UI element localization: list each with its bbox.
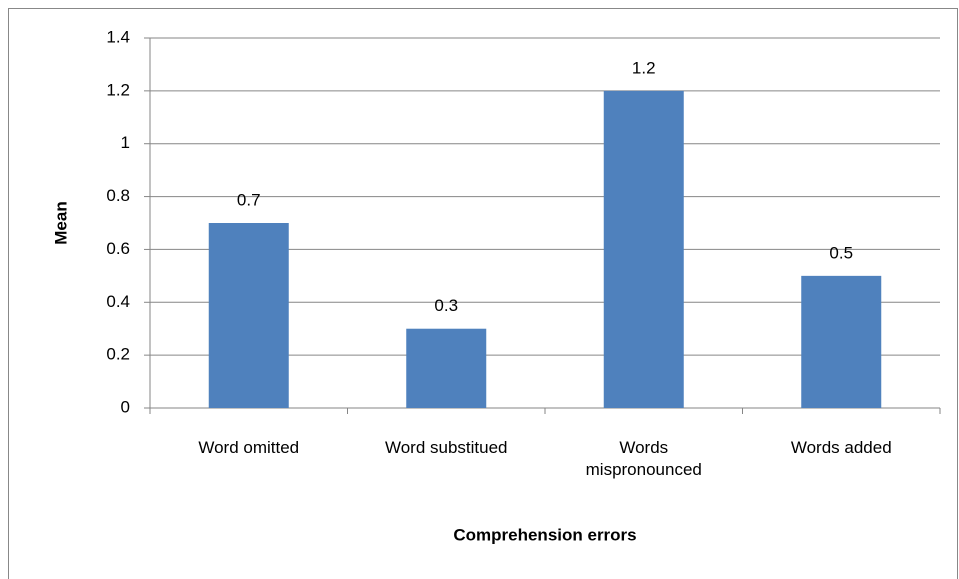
x-tick-label: Word omitted (198, 438, 300, 457)
y-tick-label: 0.6 (106, 239, 130, 258)
data-label: 0.5 (829, 243, 853, 262)
data-label: 0.7 (237, 190, 261, 209)
x-tick-label: Words added (790, 438, 892, 457)
x-tick-label: Word substitued (384, 438, 508, 457)
bar (801, 275, 882, 408)
y-tick-label: 0.8 (106, 186, 130, 205)
data-label: 1.2 (632, 58, 656, 77)
x-tick-label: Words mispronounced (585, 438, 702, 479)
y-axis-title: Mean (51, 201, 70, 244)
y-tick-label: 1 (121, 133, 130, 152)
bar (406, 328, 487, 408)
x-axis-title: Comprehension errors (453, 525, 636, 544)
y-tick-label: 1.4 (106, 27, 130, 46)
y-tick-label: 0.2 (106, 345, 130, 364)
y-tick-label: 0.4 (106, 292, 130, 311)
y-tick-label: 0 (121, 397, 130, 416)
bar (603, 90, 684, 408)
y-tick-label: 1.2 (106, 80, 130, 99)
chart-border (8, 8, 958, 579)
data-label: 0.3 (434, 296, 458, 315)
bar (208, 223, 289, 408)
